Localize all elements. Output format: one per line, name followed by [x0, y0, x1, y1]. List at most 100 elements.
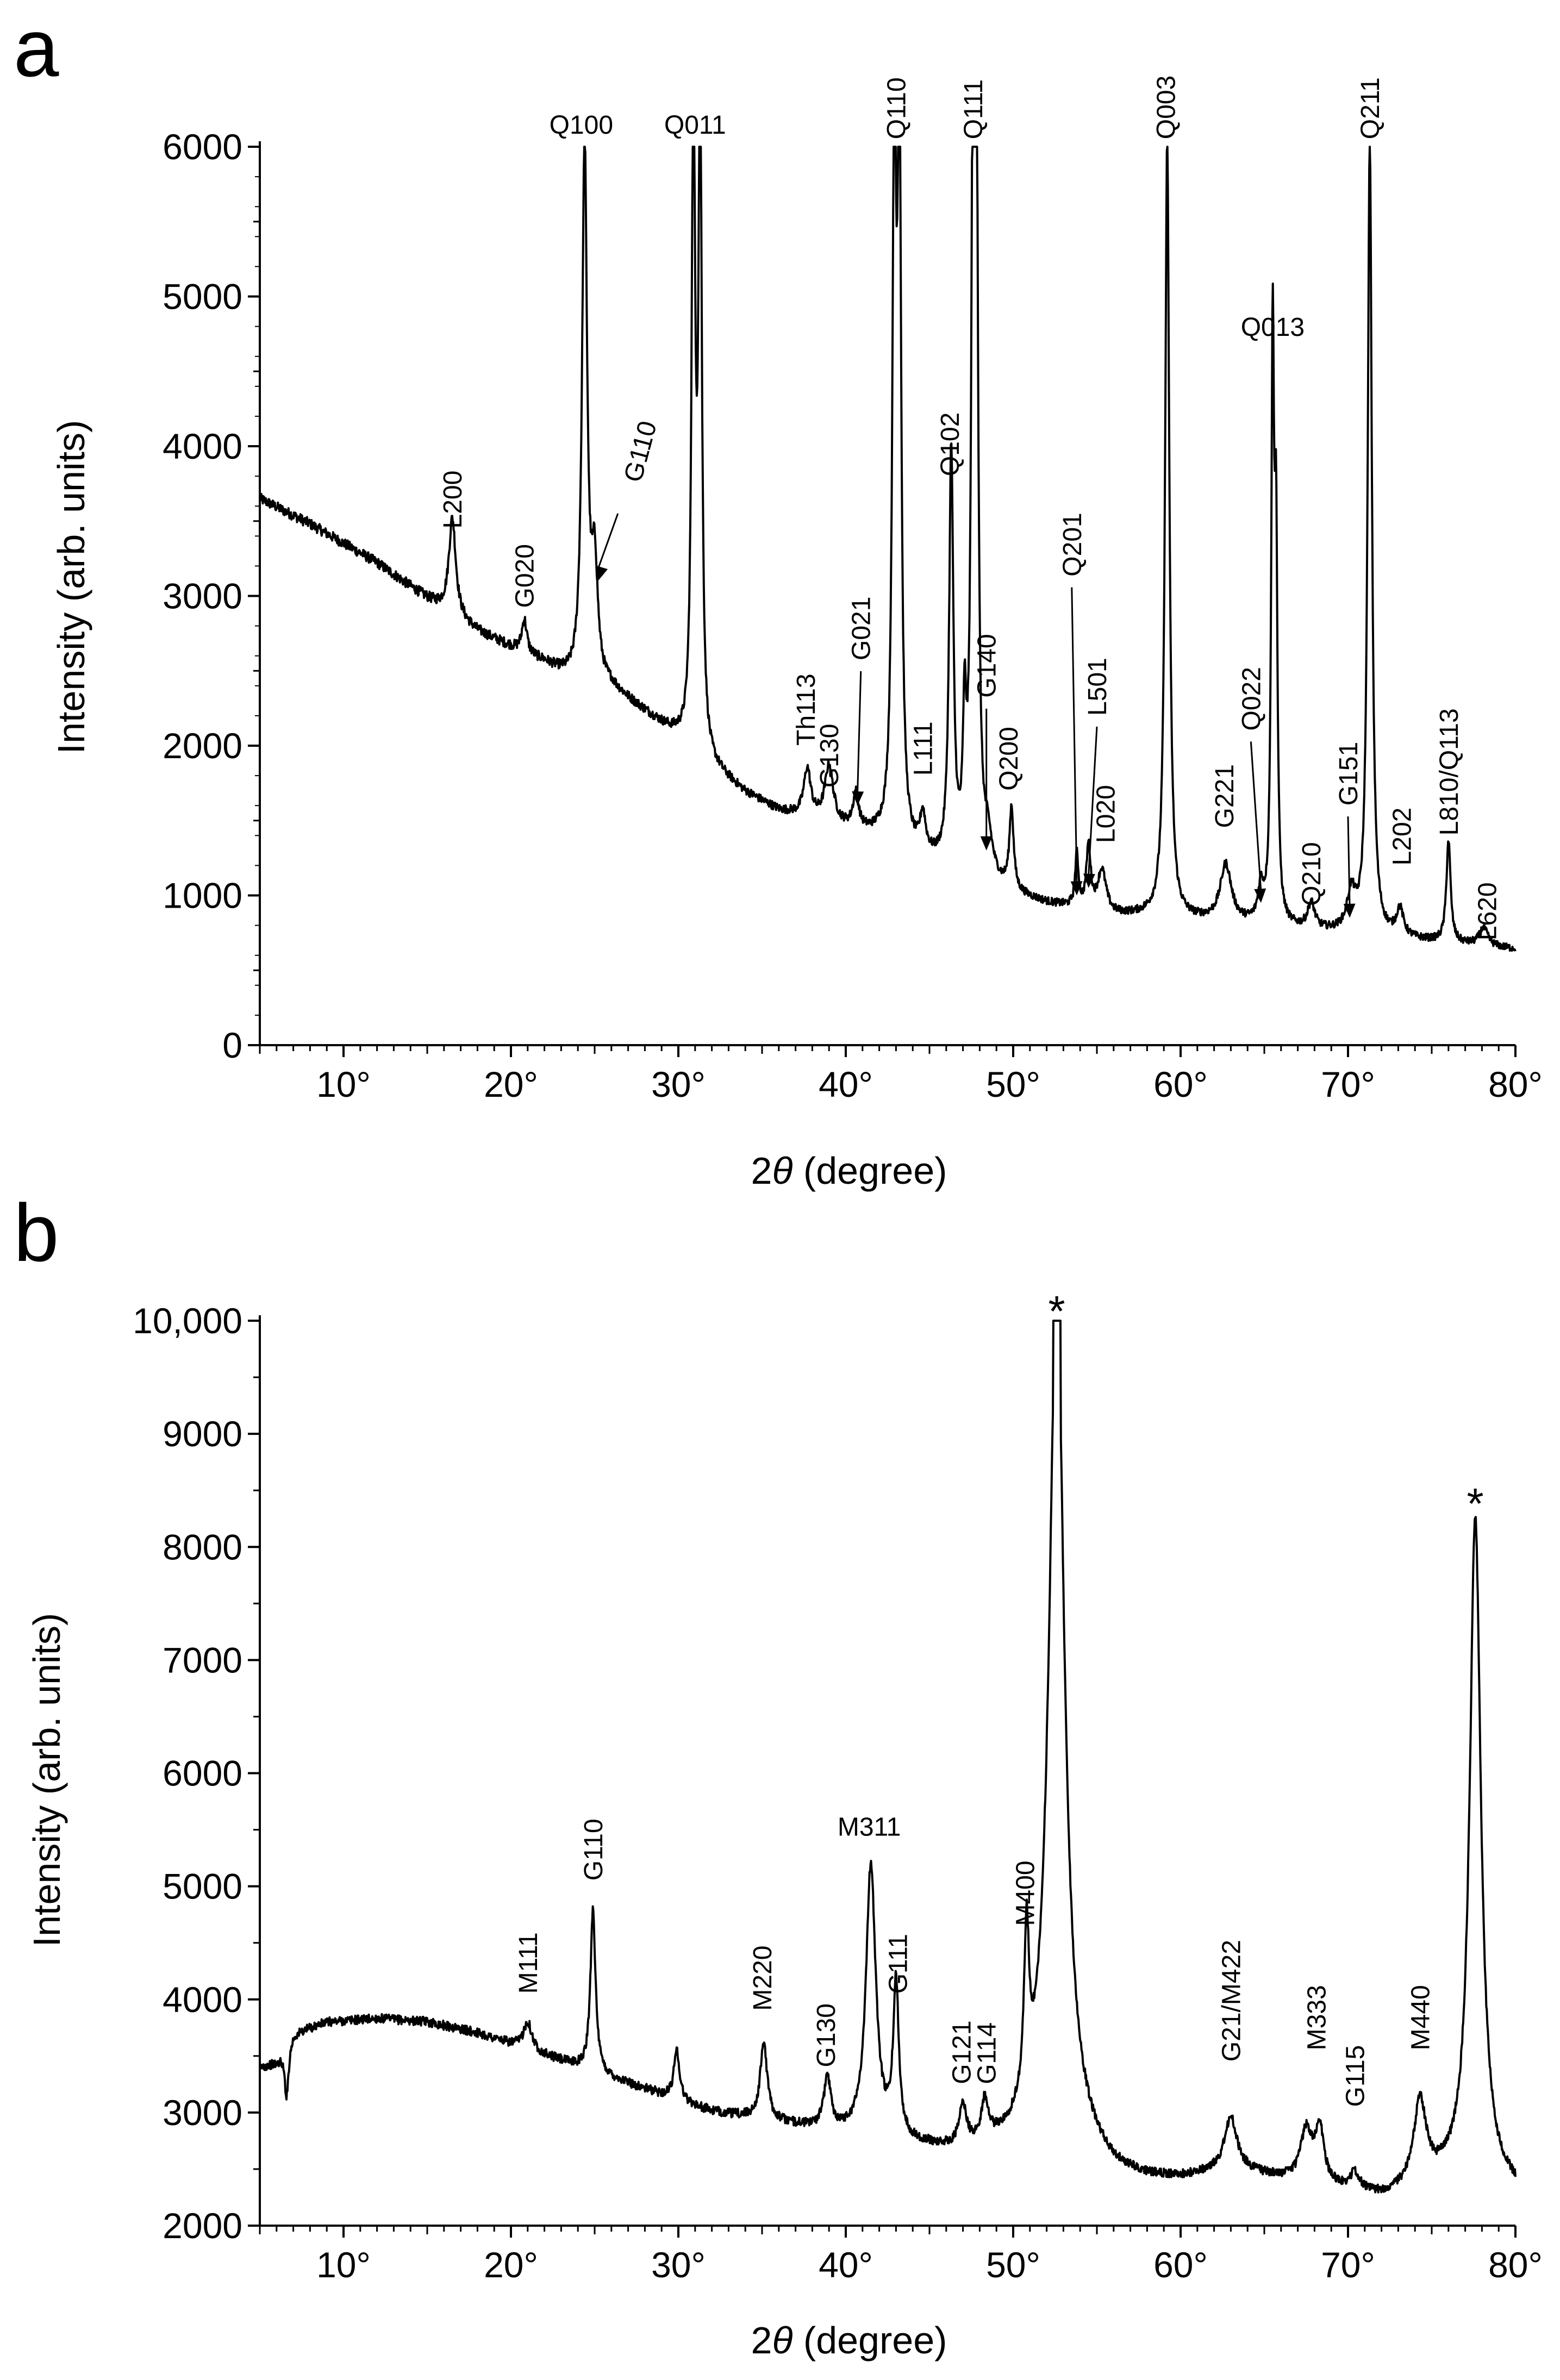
peak-label: Q110	[882, 77, 911, 139]
x-tick-label: 10°	[316, 2245, 371, 2285]
peak-label: L620	[1474, 882, 1502, 940]
peak-label: Q201	[1058, 513, 1087, 576]
peak-label: L202	[1388, 808, 1417, 866]
peak-label: M220	[748, 1946, 777, 2011]
y-tick-label: 6000	[163, 127, 242, 167]
panel-b-xlabel: 2θ (degree)	[751, 2319, 947, 2362]
x-tick-label: 20°	[484, 2245, 538, 2285]
peak-label: L111	[909, 721, 938, 776]
annotation-arrow	[1347, 816, 1351, 906]
y-tick-label: 4000	[163, 1979, 242, 2020]
y-tick-label: 5000	[163, 277, 242, 317]
peak-label: Q102	[936, 413, 965, 476]
peak-label: G110	[579, 1819, 608, 1881]
x-tick-label: 60°	[1153, 1064, 1208, 1104]
peak-label: L020	[1091, 785, 1120, 843]
peak-label: Q100	[550, 111, 613, 140]
peak-label: G130	[815, 724, 844, 788]
panel-b: b 2000 3000 4000 5000 6000 7000 8000 9000 10,000…	[14, 1187, 1543, 2362]
peak-label: Q011	[664, 111, 726, 140]
peak-label: Q200	[995, 727, 1024, 790]
y-tick-label: 0	[222, 1025, 242, 1065]
annotation-arrow	[597, 513, 619, 570]
peak-marker-star: *	[1049, 1287, 1065, 1335]
x-tick-label: 60°	[1153, 2245, 1208, 2285]
peak-label: G115	[1341, 2045, 1370, 2107]
peak-label: G130	[812, 2003, 841, 2067]
peak-marker-star: *	[1467, 1479, 1484, 1528]
panel-a-ylabel: Intensity (arb. units)	[50, 420, 92, 754]
peak-label: Q003	[1152, 76, 1181, 139]
peak-label: M440	[1406, 1985, 1435, 2050]
y-tick-label: 4000	[163, 426, 242, 466]
x-tick-label: 40°	[819, 1064, 873, 1104]
x-tick-label: 70°	[1321, 1064, 1375, 1104]
annotation-arrow	[1088, 726, 1098, 876]
xrd-series-line	[259, 1320, 1517, 2194]
annotation-arrowhead	[596, 565, 608, 581]
peak-label: Q022	[1237, 667, 1266, 730]
x-tick-label: 10°	[316, 1064, 371, 1104]
y-tick-label: 6000	[163, 1753, 242, 1794]
peak-label: G021	[847, 597, 876, 660]
peak-label: Th113	[792, 673, 821, 746]
x-tick-label: 50°	[986, 2245, 1040, 2285]
peak-label: Q111	[959, 79, 988, 139]
annotation-arrowhead	[1254, 888, 1266, 903]
y-tick-label: 8000	[163, 1527, 242, 1567]
x-tick-label: 80°	[1488, 2245, 1543, 2285]
annotation-arrow	[1071, 587, 1078, 884]
panel-a-plot: 0 1000 2000 3000 4000 5000 6000 10° 20° 30° 40° 50°…	[163, 76, 1543, 1104]
x-tick-label: 50°	[986, 1064, 1040, 1104]
peak-label: L501	[1083, 658, 1112, 716]
peak-label: G114	[973, 2022, 1002, 2084]
y-tick-label: 2000	[163, 2206, 242, 2246]
peak-label: Q211	[1356, 77, 1385, 139]
x-tick-label: 30°	[651, 2245, 706, 2285]
peak-label: M311	[838, 1813, 901, 1841]
peak-label: Q013	[1241, 313, 1305, 342]
annotation-arrow	[857, 671, 862, 794]
y-tick-label: 2000	[163, 726, 242, 766]
y-tick-label: 1000	[163, 876, 242, 916]
peak-label: M333	[1303, 1985, 1332, 2050]
annotation-arrowhead	[852, 791, 864, 806]
panel-a-letter: a	[14, 2, 59, 93]
annotation-arrowhead	[980, 836, 993, 851]
peak-label: L200	[439, 471, 467, 529]
y-tick-label: 7000	[163, 1640, 242, 1680]
y-tick-label: 9000	[163, 1414, 242, 1454]
peak-label: G140	[973, 634, 1002, 697]
peak-label: G110	[619, 418, 663, 485]
annotation-arrowhead	[1070, 881, 1083, 896]
x-tick-label: 80°	[1488, 1064, 1543, 1104]
y-tick-label: 3000	[163, 576, 242, 616]
xrd-series-line	[259, 146, 1517, 952]
x-tick-label: 40°	[819, 2245, 873, 2285]
peak-label: M400	[1012, 1860, 1040, 1926]
x-tick-label: 30°	[651, 1064, 706, 1104]
annotation-arrowhead	[1343, 903, 1356, 918]
annotation-arrowhead	[1083, 873, 1095, 888]
y-tick-label: 10,000	[133, 1301, 242, 1341]
peak-label: G151	[1334, 742, 1363, 805]
panel-b-ylabel: Intensity (arb. units)	[26, 1613, 68, 1947]
panel-b-plot: 2000 3000 4000 5000 6000 7000 8000 9000 10,000 10…	[133, 1287, 1543, 2285]
annotation-arrow	[1250, 741, 1262, 891]
y-tick-label: 3000	[163, 2092, 242, 2133]
x-tick-label: 70°	[1321, 2245, 1375, 2285]
x-tick-label: 20°	[484, 1064, 538, 1104]
peak-label: G121	[948, 2020, 977, 2084]
peak-label: G111	[884, 1934, 913, 1994]
peak-label: G020	[511, 544, 540, 608]
y-tick-label: 5000	[163, 1866, 242, 1907]
panel-a: a 0 1000 2000 3000 4000 5000 6000 10° 20° 30° 40° 5…	[14, 2, 1543, 1192]
panel-a-xlabel: 2θ (degree)	[751, 1150, 947, 1192]
peak-label: G21/M422	[1217, 1940, 1246, 2062]
peak-label: M111	[514, 1932, 543, 1994]
peak-label: Q210	[1297, 842, 1326, 905]
panel-b-letter: b	[14, 1187, 59, 1278]
peak-label: G221	[1210, 764, 1239, 828]
peak-label: L810/Q113	[1435, 708, 1464, 835]
